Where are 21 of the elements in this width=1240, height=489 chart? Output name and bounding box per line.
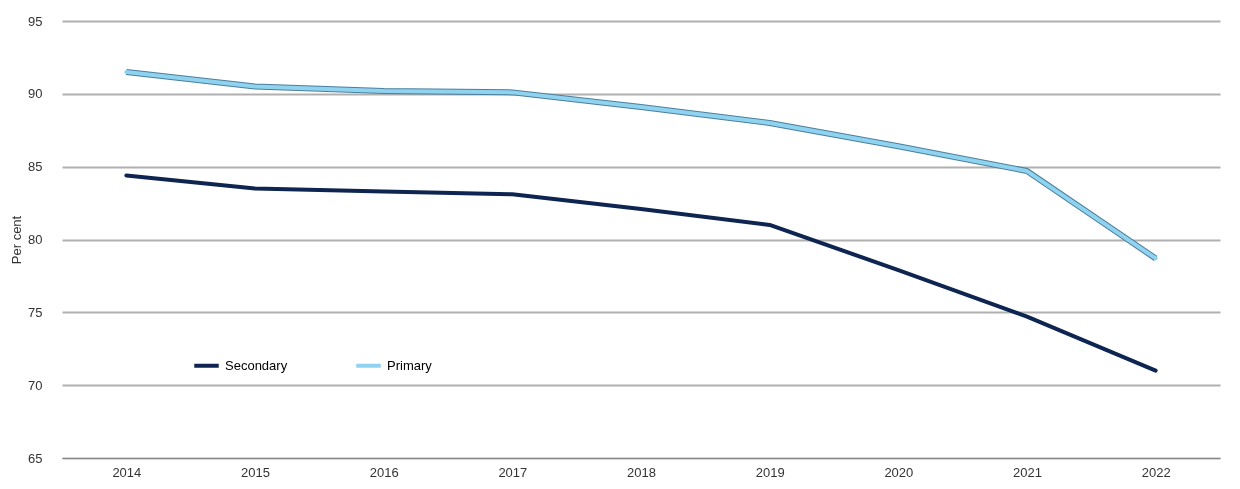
- legend-label: Secondary: [225, 357, 288, 373]
- x-tick-label: 2020: [884, 464, 914, 480]
- y-tick-label: 75: [28, 304, 43, 320]
- x-tick-label: 2017: [498, 464, 528, 480]
- y-tick-label: 65: [28, 450, 43, 466]
- legend-label: Primary: [387, 357, 433, 373]
- line-series: [124, 173, 1158, 373]
- y-tick-label: 85: [28, 159, 43, 175]
- line-series: [123, 68, 1159, 262]
- y-axis-title: Per cent: [9, 215, 25, 265]
- y-tick-label: 95: [28, 13, 43, 29]
- x-tick-label: 2014: [112, 464, 142, 480]
- y-tick-label: 90: [28, 86, 43, 102]
- y-tick-label: 80: [28, 232, 43, 247]
- x-tick-label: 2015: [241, 464, 270, 480]
- x-tick-label: 2019: [755, 464, 785, 480]
- x-tick-label: 2022: [1141, 464, 1171, 480]
- x-tick-label: 2018: [627, 464, 656, 480]
- x-tick-label: 2021: [1013, 464, 1042, 480]
- x-tick-label: 2016: [369, 464, 399, 480]
- y-tick-label: 70: [28, 377, 43, 393]
